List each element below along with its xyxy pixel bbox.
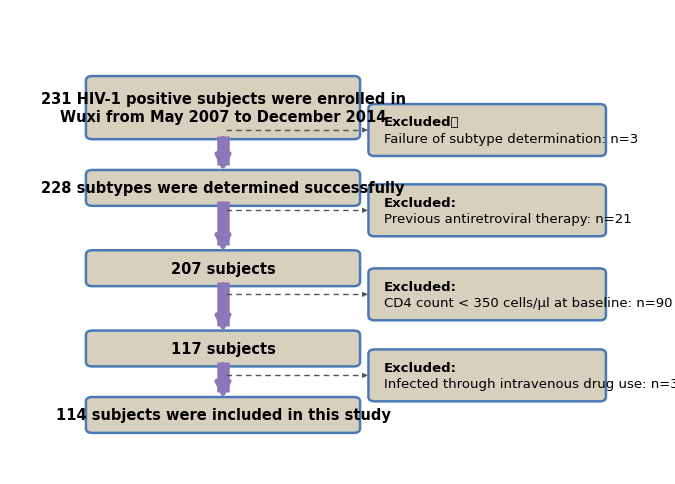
- FancyBboxPatch shape: [369, 350, 606, 402]
- FancyBboxPatch shape: [369, 105, 606, 157]
- Text: Previous antiretroviral therapy: n=21: Previous antiretroviral therapy: n=21: [384, 212, 632, 226]
- Text: Excluded:: Excluded:: [384, 280, 457, 293]
- Text: Excluded：: Excluded：: [384, 116, 460, 129]
- FancyBboxPatch shape: [86, 77, 360, 140]
- Text: Infected through intravenous drug use: n=3: Infected through intravenous drug use: n…: [384, 378, 675, 390]
- FancyBboxPatch shape: [86, 251, 360, 287]
- FancyBboxPatch shape: [86, 397, 360, 433]
- FancyBboxPatch shape: [369, 185, 606, 237]
- Text: 117 subjects: 117 subjects: [171, 341, 275, 356]
- Text: 231 HIV-1 positive subjects were enrolled in
Wuxi from May 2007 to December 2014: 231 HIV-1 positive subjects were enrolle…: [40, 92, 406, 124]
- Text: 114 subjects were included in this study: 114 subjects were included in this study: [55, 408, 390, 423]
- Text: Excluded:: Excluded:: [384, 196, 457, 209]
- FancyBboxPatch shape: [369, 269, 606, 320]
- FancyBboxPatch shape: [86, 171, 360, 206]
- Text: Failure of subtype determination: n=3: Failure of subtype determination: n=3: [384, 133, 639, 145]
- FancyBboxPatch shape: [86, 331, 360, 367]
- Text: CD4 count < 350 cells/μl at baseline: n=90: CD4 count < 350 cells/μl at baseline: n=…: [384, 296, 672, 309]
- Text: Excluded:: Excluded:: [384, 361, 457, 374]
- Text: 207 subjects: 207 subjects: [171, 261, 275, 276]
- Text: 228 subtypes were determined successfully: 228 subtypes were determined successfull…: [41, 181, 405, 196]
